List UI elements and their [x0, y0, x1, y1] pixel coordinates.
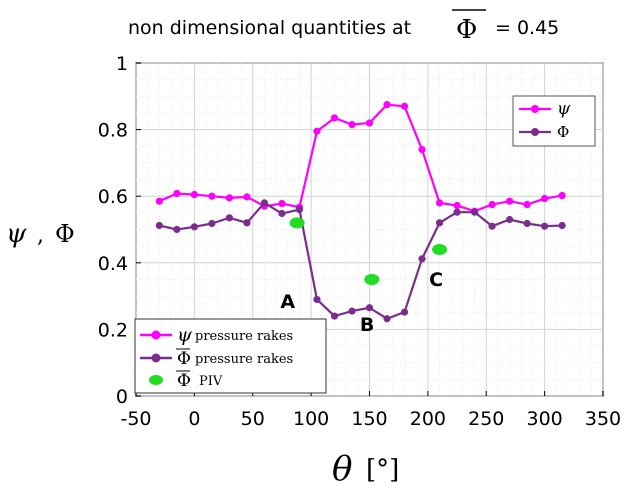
data-point-phi	[225, 214, 233, 222]
data-point-psi	[155, 197, 163, 205]
data-point-psi	[558, 191, 566, 200]
x-tick-label: 50	[241, 408, 265, 430]
data-point-phi	[383, 315, 391, 323]
data-point-phi	[453, 208, 461, 216]
legend2-symbol-psi: ψ	[177, 324, 193, 346]
data-point-phi	[400, 308, 409, 316]
legend-label-psi: ψ	[557, 99, 571, 119]
data-point-psi	[173, 189, 181, 198]
legend2-marker-phi	[151, 353, 161, 363]
data-point-psi	[506, 197, 514, 205]
legend-top-right: ψ Φ	[512, 95, 596, 147]
data-point-phi	[558, 221, 566, 230]
data-point-phi	[470, 208, 479, 216]
x-tick-label: 0	[188, 408, 200, 430]
x-tick-label: 250	[468, 408, 504, 430]
data-point-psi	[383, 101, 391, 109]
legend-label-phi: Φ	[557, 123, 569, 141]
data-point-phi	[541, 222, 549, 230]
data-point-psi	[208, 192, 216, 200]
xlabel-unit: [°]	[366, 455, 399, 485]
data-point-phi	[418, 255, 426, 263]
x-tick-label: 300	[526, 408, 562, 430]
x-tick-label: 150	[351, 408, 387, 430]
data-point-phi-piv	[289, 217, 305, 229]
data-point-phi	[313, 295, 321, 304]
x-tick-label: 200	[410, 408, 446, 430]
data-point-phi	[506, 215, 514, 224]
data-point-psi	[278, 199, 286, 208]
chart-title-symbol: Φ	[456, 15, 477, 45]
data-point-psi	[225, 194, 233, 202]
y-tick-label: 1	[116, 53, 128, 75]
data-point-phi	[523, 219, 531, 228]
data-point-psi	[348, 121, 356, 129]
y-tick-label: 0.2	[98, 319, 128, 341]
data-point-phi	[488, 222, 496, 230]
y-tick-label: 0.4	[98, 253, 128, 275]
legend-marker-phi	[531, 128, 539, 136]
data-point-phi	[243, 219, 251, 227]
legend2-label-psi: pressure rakes	[195, 329, 293, 344]
data-point-psi	[523, 200, 531, 209]
ylabel-sep: ,	[37, 223, 44, 248]
y-tick-label: 0.8	[98, 120, 128, 142]
x-tick-label: 350	[585, 408, 621, 430]
series-layer	[155, 101, 566, 323]
legend2-symbol-piv: Φ	[177, 371, 191, 391]
data-point-psi	[488, 200, 496, 209]
ylabel-phi: Φ	[55, 220, 75, 248]
annotation-label: A	[280, 291, 295, 313]
x-tick-label: 100	[293, 408, 329, 430]
legend2-label-piv: PIV	[199, 374, 223, 389]
legend-marker-psi	[531, 105, 539, 113]
x-tick-label: -50	[120, 408, 151, 430]
data-point-phi	[278, 209, 286, 218]
legend-bottom-left: ψ pressure rakes Φ pressure rakes Φ PIV	[134, 318, 327, 394]
data-point-phi	[348, 307, 356, 315]
data-point-phi-piv	[364, 273, 380, 285]
data-point-phi	[330, 312, 339, 320]
annotation-label: B	[360, 314, 374, 336]
annotations: A B C	[280, 269, 443, 336]
data-point-psi	[418, 145, 426, 154]
ylabel-psi: ψ	[6, 219, 27, 249]
legend2-symbol-phi: Φ	[177, 349, 191, 369]
data-point-phi-piv	[432, 243, 448, 255]
data-point-phi	[155, 221, 163, 230]
data-point-phi	[208, 219, 216, 228]
data-point-phi	[173, 225, 181, 234]
data-point-phi	[295, 205, 304, 214]
data-point-psi	[330, 114, 339, 122]
chart-title-value: = 0.45	[495, 17, 559, 39]
data-point-phi	[435, 219, 444, 227]
data-point-psi	[453, 201, 461, 210]
data-point-psi	[243, 193, 251, 201]
y-tick-label: 0.6	[98, 186, 128, 208]
data-point-phi	[260, 199, 269, 207]
data-point-psi	[190, 190, 198, 199]
legend2-marker-piv	[149, 375, 163, 385]
chart-title-prefix: non dimensional quantities at	[128, 17, 411, 39]
y-tick-label: 0	[116, 386, 128, 408]
legend2-label-phi: pressure rakes	[195, 352, 293, 367]
data-point-psi	[365, 119, 374, 127]
xlabel-symbol: θ	[332, 449, 352, 489]
annotation-label: C	[429, 269, 443, 291]
legend2-marker-psi	[151, 330, 161, 340]
data-point-psi	[313, 127, 321, 135]
data-point-psi	[435, 199, 444, 207]
data-point-psi	[400, 102, 409, 110]
data-point-psi	[541, 194, 549, 203]
data-point-phi	[365, 304, 374, 312]
data-point-phi	[190, 223, 198, 231]
